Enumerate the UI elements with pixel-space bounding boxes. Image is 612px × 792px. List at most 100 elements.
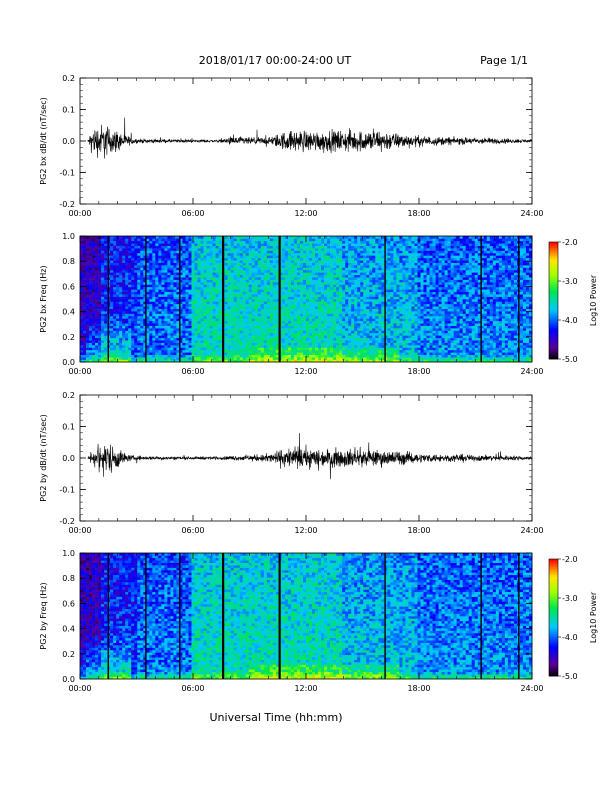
spectrogram-cell (339, 332, 343, 336)
spectrogram-cell (266, 284, 271, 288)
spectrogram-cell (206, 323, 210, 326)
spectrogram-cell (92, 325, 96, 329)
spectrogram-cell (251, 250, 256, 254)
spectrogram-cell (299, 240, 304, 244)
spectrogram-cell (299, 243, 304, 246)
spectrogram-cell (173, 250, 177, 254)
spectrogram-cell (125, 349, 129, 353)
spectrogram-cell (188, 257, 192, 261)
spectrogram-cell (200, 320, 204, 324)
spectrogram-cell (128, 262, 132, 266)
spectrogram-cell (116, 272, 120, 276)
spectrogram-cell (281, 257, 286, 261)
spectrogram-cell (351, 301, 355, 305)
spectrogram-cell (191, 286, 195, 290)
spectrogram-cell (176, 335, 180, 339)
spectrogram-cell (137, 250, 141, 254)
spectrogram-cell (119, 277, 123, 280)
spectrogram-cell (89, 245, 93, 249)
spectrogram-cell (260, 260, 265, 263)
spectrogram-cell (251, 359, 256, 363)
spectrogram-cell (284, 236, 289, 239)
spectrogram-cell (299, 318, 304, 322)
spectrogram-cell (86, 337, 90, 341)
spectrogram-cell (260, 347, 265, 351)
spectrogram-cell (315, 277, 319, 280)
spectrogram-cell (324, 272, 328, 276)
spectrogram-cell (134, 345, 138, 348)
spectrogram-cell (95, 306, 99, 309)
spectrogram-cell (152, 349, 156, 353)
spectrogram-cell (113, 311, 117, 314)
spectrogram-cell (104, 291, 108, 295)
spectrogram-cell (215, 318, 219, 322)
spectrogram-cell (251, 257, 256, 261)
spectrogram-cell (251, 306, 256, 309)
spectrogram-cell (212, 238, 216, 242)
spectrogram-cell (209, 315, 213, 319)
spectrogram-cell (299, 236, 304, 239)
spectrogram-cell (95, 303, 99, 307)
spectrogram-cell (182, 342, 186, 346)
spectrogram-cell (149, 265, 153, 268)
spectrogram-cell (245, 257, 250, 261)
spectrogram-cell (318, 282, 322, 285)
spectrogram-cell (185, 308, 189, 312)
spectrogram-cell (146, 320, 150, 324)
spectrogram-cell (104, 286, 108, 290)
spectrogram-cell (281, 265, 286, 268)
spectrogram-cell (113, 260, 117, 263)
spectrogram-cell (248, 296, 253, 300)
spectrogram-cell (345, 332, 349, 336)
spectrogram-cell (215, 282, 219, 285)
spectrogram-cell (348, 289, 352, 293)
spectrogram-cell (327, 265, 331, 268)
spectrogram-cell (158, 282, 162, 285)
spectrogram-cell (143, 337, 147, 341)
spectrogram-cell (339, 250, 343, 254)
spectrogram-cell (197, 308, 201, 312)
spectrogram-cell (239, 308, 244, 312)
spectrogram-cell (287, 272, 292, 276)
spectrogram-cell (275, 299, 280, 302)
spectrogram-cell (245, 313, 250, 317)
spectrogram-cell (327, 330, 331, 334)
spectrogram-cell (200, 245, 204, 249)
spectrogram-cell (360, 267, 364, 271)
spectrogram-cell (113, 277, 117, 280)
spectrogram-cell (287, 315, 292, 319)
spectrogram-cell (266, 255, 271, 259)
spectrogram-cell (110, 265, 114, 268)
spectrogram-cell (95, 265, 99, 268)
spectrogram-cell (312, 352, 316, 356)
spectrogram-cell (137, 277, 141, 280)
spectrogram-cell (333, 330, 337, 334)
spectrogram-cell (245, 238, 250, 242)
spectrogram-cell (248, 311, 253, 314)
spectrogram-cell (194, 265, 198, 268)
spectrogram-cell (215, 291, 219, 295)
spectrogram-cell (336, 243, 340, 246)
spectrogram-cell (146, 248, 150, 251)
spectrogram-cell (230, 303, 234, 307)
spectrogram-cell (357, 337, 361, 341)
spectrogram-cell (191, 289, 195, 293)
spectrogram-cell (296, 260, 301, 263)
spectrogram-cell (360, 340, 364, 343)
spectrogram-cell (239, 318, 244, 322)
spectrogram-cell (312, 265, 316, 268)
spectrogram-cell (293, 311, 298, 314)
spectrogram-cell (315, 272, 319, 276)
spectrogram-cell (215, 240, 219, 244)
spectrogram-cell (131, 279, 135, 283)
spectrogram-cell (161, 306, 165, 309)
spectrogram-cell (161, 332, 165, 336)
spectrogram-cell (327, 328, 331, 331)
spectrogram-cell (89, 289, 93, 293)
spectrogram-cell (149, 255, 153, 259)
spectrogram-cell (296, 238, 301, 242)
spectrogram-cell (360, 354, 364, 358)
spectrogram-cell (203, 345, 207, 348)
spectrogram-cell (173, 325, 177, 329)
spectrogram-cell (284, 257, 289, 261)
